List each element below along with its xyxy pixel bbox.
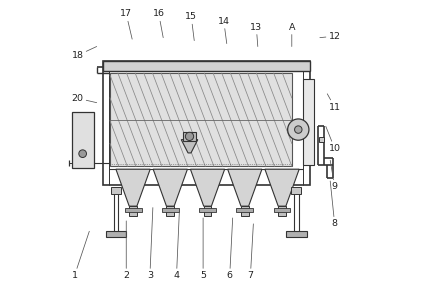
Bar — [162, 208, 179, 212]
Bar — [106, 231, 126, 237]
Polygon shape — [181, 140, 198, 153]
Text: 6: 6 — [227, 218, 233, 280]
Polygon shape — [265, 169, 299, 206]
Bar — [125, 208, 141, 212]
Polygon shape — [153, 169, 187, 206]
Text: 13: 13 — [250, 23, 262, 47]
Polygon shape — [228, 169, 262, 206]
Text: 12: 12 — [320, 32, 341, 41]
Text: 2: 2 — [123, 221, 129, 280]
Text: 18: 18 — [72, 47, 97, 60]
Bar — [103, 61, 309, 185]
Text: 5: 5 — [200, 218, 206, 280]
Text: 17: 17 — [120, 10, 132, 39]
Bar — [291, 187, 301, 194]
Text: 4: 4 — [173, 209, 179, 280]
Circle shape — [295, 126, 302, 133]
Polygon shape — [190, 169, 225, 206]
Text: 9: 9 — [330, 160, 338, 192]
Text: 8: 8 — [330, 181, 338, 228]
Bar — [72, 112, 94, 168]
Text: 20: 20 — [72, 94, 97, 103]
Bar — [278, 206, 286, 217]
Text: 1: 1 — [72, 231, 89, 280]
Bar — [103, 61, 309, 71]
Text: 14: 14 — [218, 17, 230, 44]
Bar — [111, 187, 121, 194]
Bar — [303, 79, 314, 165]
Text: 10: 10 — [326, 126, 341, 153]
Bar — [129, 206, 137, 217]
Bar — [236, 208, 253, 212]
Bar — [199, 208, 216, 212]
Text: 16: 16 — [153, 10, 165, 38]
Bar — [183, 132, 196, 141]
Text: 15: 15 — [185, 12, 197, 41]
Circle shape — [185, 132, 194, 140]
Text: A: A — [288, 23, 295, 47]
Bar — [166, 206, 174, 217]
Circle shape — [288, 119, 309, 140]
Text: 11: 11 — [327, 94, 341, 112]
Polygon shape — [116, 169, 150, 206]
Bar — [274, 208, 290, 212]
Bar — [110, 73, 292, 166]
Bar — [241, 206, 249, 217]
Bar — [319, 137, 324, 143]
Bar — [286, 231, 306, 237]
Circle shape — [79, 150, 86, 157]
Bar — [204, 206, 211, 217]
Text: 7: 7 — [248, 224, 253, 280]
Text: 3: 3 — [147, 208, 153, 280]
